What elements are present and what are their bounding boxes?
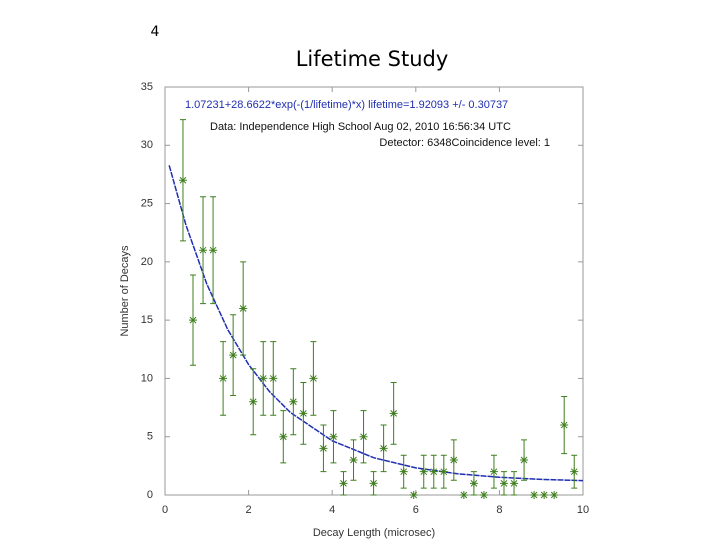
data-point [219, 374, 228, 383]
x-tick-label: 8 [496, 504, 502, 516]
detector-annotation: Detector: 6348Coincidence level: 1 [379, 137, 550, 149]
y-tick-label: 0 [147, 489, 153, 501]
data-point [379, 444, 388, 453]
data-point [570, 467, 579, 476]
y-tick-label: 15 [141, 314, 153, 326]
data-point [560, 421, 569, 430]
data-point [409, 491, 418, 499]
x-tick-label: 10 [577, 504, 589, 516]
fit-line [168, 165, 584, 482]
data-point [339, 479, 348, 488]
data-point [389, 409, 398, 418]
y-tick-label: 5 [147, 431, 153, 443]
data-point [530, 491, 539, 499]
data-annotation: Data: Independence High School Aug 02, 2… [210, 121, 511, 133]
data-point [469, 479, 478, 488]
data-point [419, 467, 428, 476]
y-tick-label: 20 [141, 256, 153, 268]
data-point [489, 467, 498, 476]
data-point [239, 304, 248, 313]
x-tick-label: 0 [162, 504, 168, 516]
data-point [449, 456, 458, 465]
y-tick-label: 25 [141, 197, 153, 209]
y-axis-label: Number of Decays [119, 245, 131, 337]
data-point [178, 176, 187, 185]
data-point [439, 467, 448, 476]
data-point [359, 432, 368, 441]
x-axis-label: Decay Length (microsec) [313, 527, 435, 539]
data-point [259, 374, 268, 383]
data-point [209, 246, 218, 255]
data-point [349, 456, 358, 465]
fit-annotation: 1.07231+28.6622*exp(-(1/lifetime)*x) lif… [185, 99, 508, 111]
x-tick-label: 6 [413, 504, 419, 516]
data-point [510, 479, 519, 488]
chart-title: Lifetime Study [296, 47, 449, 71]
y-tick-label: 10 [141, 372, 153, 384]
data-point [299, 409, 308, 418]
data-point [289, 397, 298, 406]
data-point [369, 479, 378, 488]
data-point [459, 491, 468, 499]
data-point [479, 491, 488, 499]
data-point [540, 491, 549, 499]
slide-number: 4 [151, 24, 160, 40]
y-tick-label: 30 [141, 139, 153, 151]
data-point [249, 397, 258, 406]
data-point [199, 246, 208, 255]
data-point [229, 351, 238, 360]
x-tick-label: 4 [329, 504, 335, 516]
data-point [189, 316, 198, 325]
data-point [499, 479, 508, 488]
data-point [319, 444, 328, 453]
data-point [550, 491, 559, 499]
data-point [520, 456, 529, 465]
data-point [269, 374, 278, 383]
data-point [329, 432, 338, 441]
data-point [309, 374, 318, 383]
data-point [399, 467, 408, 476]
y-tick-label: 35 [141, 81, 153, 93]
data-point [279, 432, 288, 441]
x-tick-label: 2 [246, 504, 252, 516]
data-point [429, 467, 438, 476]
